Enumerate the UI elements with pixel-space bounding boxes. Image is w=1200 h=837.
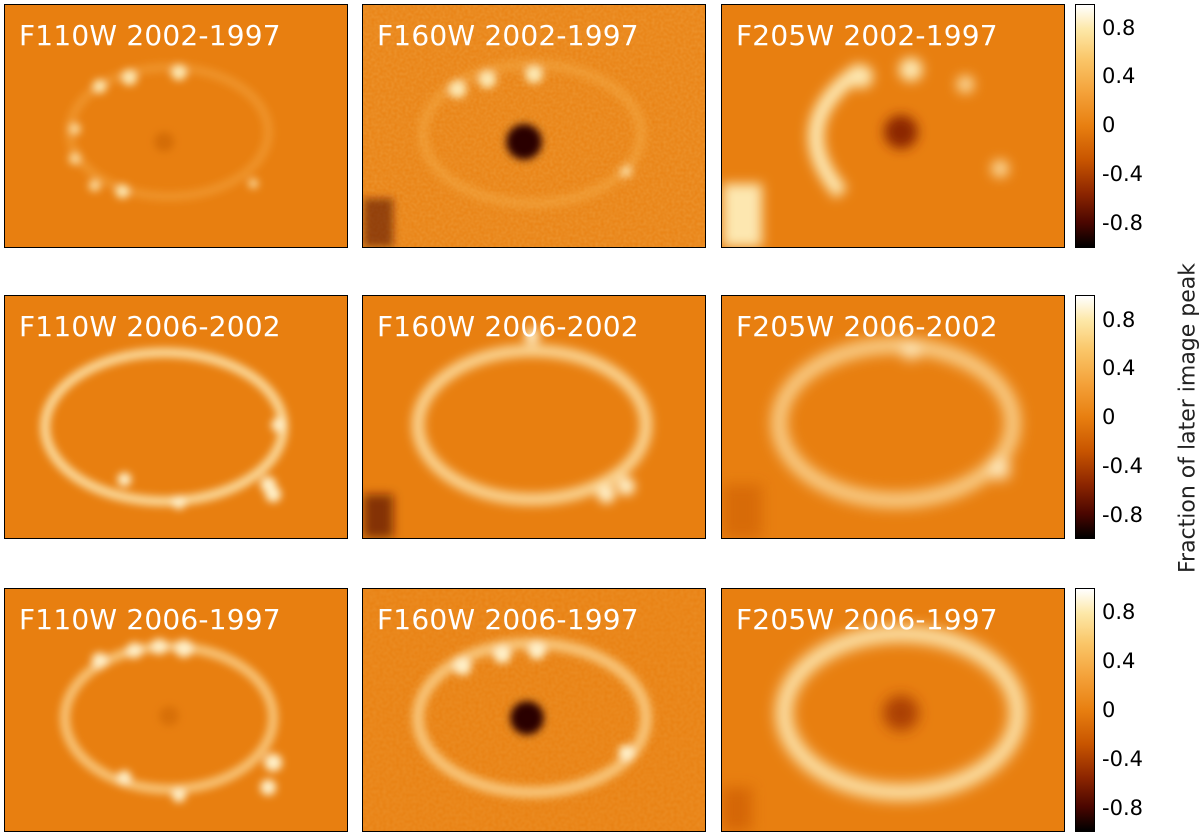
panel-f110w-2002-1997: F110W 2002-1997 bbox=[4, 4, 348, 248]
ring-image bbox=[363, 5, 705, 247]
panel-label: F110W 2006-2002 bbox=[19, 310, 281, 343]
panel-label: F110W 2002-1997 bbox=[19, 19, 281, 52]
colorbar-tick: 0.4 bbox=[1102, 356, 1136, 380]
colorbar-tick: -0.8 bbox=[1102, 211, 1143, 235]
colorbar-tick: 0 bbox=[1102, 113, 1116, 137]
ring-image bbox=[722, 57, 1010, 247]
colorbar-tick: 0 bbox=[1102, 698, 1116, 722]
panel-f110w-2006-1997: F110W 2006-1997 bbox=[4, 588, 348, 832]
colorbar-tick: 0.8 bbox=[1102, 600, 1136, 624]
panel-f205w-2006-2002: F205W 2006-2002 bbox=[721, 295, 1065, 539]
ring-image bbox=[363, 589, 705, 831]
colorbar-title: Fraction of later image peak bbox=[1175, 262, 1200, 574]
ring-image bbox=[722, 338, 1020, 538]
colorbar-tick: -0.4 bbox=[1102, 162, 1143, 186]
ring-image bbox=[722, 625, 1026, 831]
colorbar bbox=[1075, 295, 1095, 539]
colorbar-tick: -0.8 bbox=[1102, 796, 1143, 820]
panel-label: F205W 2006-2002 bbox=[736, 310, 998, 343]
colorbar-tick: -0.4 bbox=[1102, 454, 1143, 478]
colorbar-tick: -0.8 bbox=[1102, 503, 1143, 527]
colorbar-tick: 0.8 bbox=[1102, 16, 1136, 40]
panel-label: F160W 2002-1997 bbox=[377, 19, 639, 52]
colorbar bbox=[1075, 588, 1095, 832]
panel-f160w-2006-2002: F160W 2006-2002 bbox=[362, 295, 706, 539]
panel-f205w-2006-1997: F205W 2006-1997 bbox=[721, 588, 1065, 832]
colorbar-tick: -0.4 bbox=[1102, 747, 1143, 771]
ring-image bbox=[363, 327, 653, 538]
panel-label: F205W 2006-1997 bbox=[736, 603, 998, 636]
panel-f110w-2006-2002: F110W 2006-2002 bbox=[4, 295, 348, 539]
panel-label: F160W 2006-1997 bbox=[377, 603, 639, 636]
colorbar-tick: 0.4 bbox=[1102, 64, 1136, 88]
colorbar-tick: 0.8 bbox=[1102, 308, 1136, 332]
colorbar-tick: 0 bbox=[1102, 405, 1116, 429]
colorbar bbox=[1075, 4, 1095, 248]
colorbar-tick: 0.4 bbox=[1102, 649, 1136, 673]
panel-f160w-2002-1997: F160W 2002-1997 bbox=[362, 4, 706, 248]
panel-label: F160W 2006-2002 bbox=[377, 310, 639, 343]
panel-label: F110W 2006-1997 bbox=[19, 603, 281, 636]
ring-image bbox=[65, 63, 273, 201]
panel-label: F205W 2002-1997 bbox=[736, 19, 998, 52]
panel-f160w-2006-1997: F160W 2006-1997 bbox=[362, 588, 706, 832]
ring-image bbox=[40, 347, 289, 510]
panel-f205w-2002-1997: F205W 2002-1997 bbox=[721, 4, 1065, 248]
ring-image bbox=[59, 638, 283, 803]
